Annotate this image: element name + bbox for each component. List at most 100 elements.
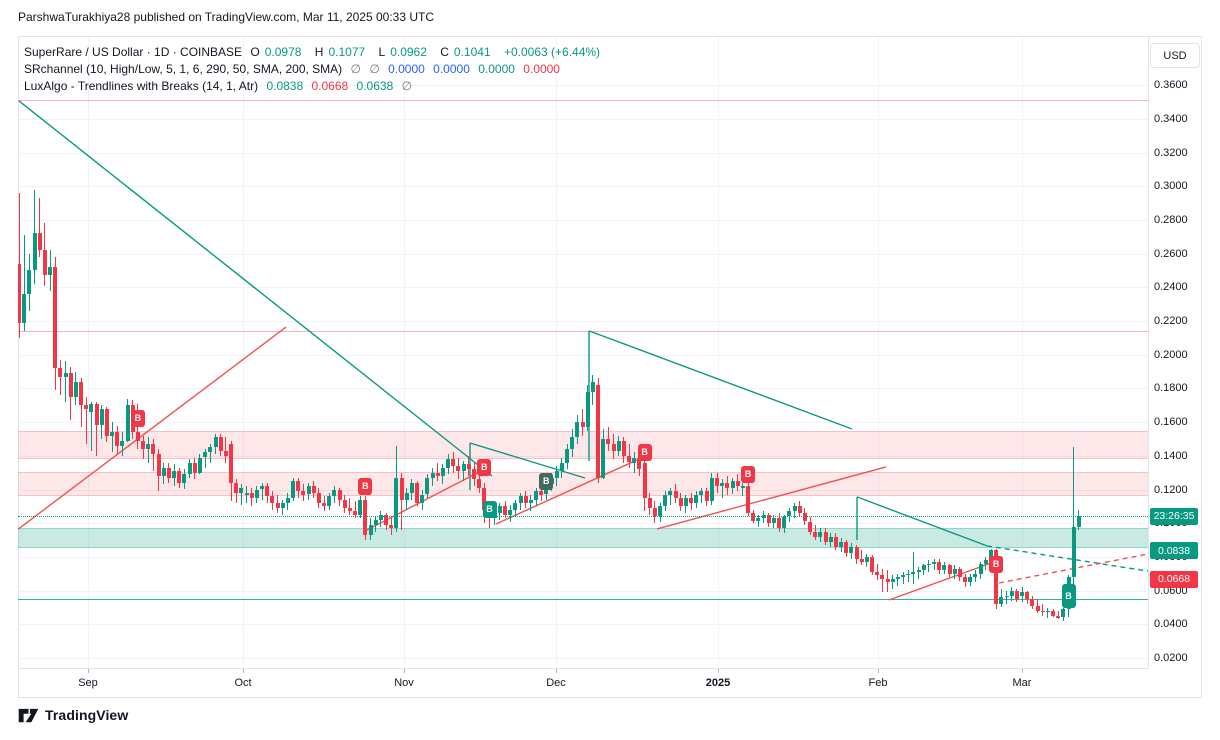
sr-zone-resistance (18, 430, 1148, 459)
candle-wick (39, 198, 41, 257)
candle-body (699, 491, 704, 495)
price-tick-label: 0.2000 (1154, 348, 1188, 361)
candle-body (771, 518, 776, 524)
candle-body (926, 563, 931, 566)
candle-wick (463, 460, 465, 482)
level-line (18, 99, 1148, 101)
candle-body (1035, 605, 1040, 611)
tradingview-footer[interactable]: TradingView (18, 706, 128, 723)
price-tick-label: 0.2800 (1154, 213, 1188, 226)
candle-body (539, 491, 544, 495)
time-tick-mark (243, 669, 244, 673)
grid-line-horizontal (18, 219, 1148, 221)
currency-toggle-button[interactable]: USD (1150, 43, 1200, 68)
candle-wick (349, 497, 351, 515)
candle-body (1004, 595, 1009, 598)
candle-wick (700, 487, 702, 503)
teal-trendline[interactable] (588, 330, 853, 430)
grid-line-horizontal (18, 523, 1148, 525)
luxalgo-value: 0.0668 (311, 79, 349, 93)
red-trendline[interactable] (656, 466, 887, 530)
candle-body (440, 467, 445, 476)
break-label-bear: B (637, 444, 652, 462)
candle-body (451, 459, 456, 466)
candle-body (715, 477, 719, 487)
candle-body (192, 462, 197, 473)
teal-trendline[interactable] (469, 442, 586, 479)
teal-trendline[interactable] (18, 100, 493, 477)
candle-body (864, 556, 869, 562)
candle-body (260, 486, 264, 490)
candle-body (937, 562, 942, 571)
time-axis[interactable]: Sep Oct Nov Dec 2025 Feb Mar (18, 668, 1148, 697)
time-tick-mark (556, 669, 557, 673)
grid-line-horizontal (18, 152, 1148, 154)
srchannel-value: ∅ (350, 62, 361, 76)
price-tick-label: 0.1600 (1154, 416, 1188, 429)
candle-wick (152, 438, 154, 471)
candle-body (689, 497, 694, 503)
candle-body (1051, 610, 1055, 616)
candle-wick (861, 550, 863, 566)
change-value: +0.0063 (+6.44%) (503, 45, 601, 59)
candle-body (477, 479, 482, 488)
candle-body (48, 267, 52, 276)
teal-trendline[interactable] (986, 545, 1148, 572)
teal-trendline[interactable] (856, 496, 988, 547)
level-line (18, 330, 1148, 332)
price-tick-label: 0.3400 (1154, 112, 1188, 125)
time-tick-mark (404, 669, 405, 673)
candle-wick (1057, 610, 1059, 620)
grid-line-vertical (718, 37, 719, 668)
candle-wick (209, 444, 211, 463)
red-trendline[interactable] (18, 326, 287, 530)
price-axis[interactable]: 0.3600 0.3400 0.3200 0.3000 0.2800 0.2600 0.24… (1148, 37, 1203, 668)
candle-body (575, 422, 580, 438)
candle-body (311, 486, 316, 493)
candle-body (787, 511, 792, 517)
candle-body (999, 597, 1004, 604)
candle-body (813, 531, 818, 537)
luxalgo-value: 0.0838 (266, 79, 304, 93)
chart-plot-area[interactable]: B B B B B B B B B (18, 37, 1148, 668)
srchannel-value: 0.0000 (388, 62, 425, 76)
candle-body (911, 572, 916, 574)
candle-body (68, 373, 73, 397)
candle-body (99, 408, 104, 426)
candle-body (399, 477, 404, 500)
candle-body (704, 491, 709, 502)
candle-body (642, 462, 647, 498)
candle-body (1025, 592, 1030, 599)
candle-body (291, 481, 295, 498)
candle-body (1030, 599, 1035, 606)
candle-body (957, 568, 962, 578)
candle-body (1076, 516, 1081, 527)
red-trendline[interactable] (495, 454, 649, 525)
price-tick-label: 0.0400 (1154, 618, 1188, 631)
candle-wick (918, 567, 920, 579)
candle-body (73, 381, 78, 397)
price-tick-label: 0.2400 (1154, 281, 1188, 294)
time-tick-label: 2025 (705, 677, 731, 689)
candle-body (384, 514, 389, 525)
candle-body (720, 482, 725, 487)
candle-body (792, 506, 797, 512)
break-label-bear: B (741, 465, 755, 483)
time-tick-label: Dec (546, 677, 566, 689)
candle-body (27, 270, 32, 294)
luxalgo-value: 0.0638 (356, 79, 394, 93)
candle-wick (23, 235, 25, 332)
legend-srchannel-row[interactable]: SRchannel (10, High/Low, 5, 1, 6, 290, 5… (24, 61, 605, 78)
time-tick-mark (1022, 669, 1023, 673)
time-tick-mark (718, 669, 719, 673)
candle-wick (90, 401, 92, 451)
candle-wick (147, 437, 149, 463)
candle-body (342, 499, 347, 508)
candle-body (823, 531, 828, 542)
candle-body (166, 467, 171, 478)
time-tick-label: Mar (1012, 677, 1032, 689)
legend-luxalgo-row[interactable]: LuxAlgo - Trendlines with Breaks (14, 1,… (24, 78, 605, 95)
candle-body (637, 457, 642, 470)
candle-body (570, 437, 575, 450)
